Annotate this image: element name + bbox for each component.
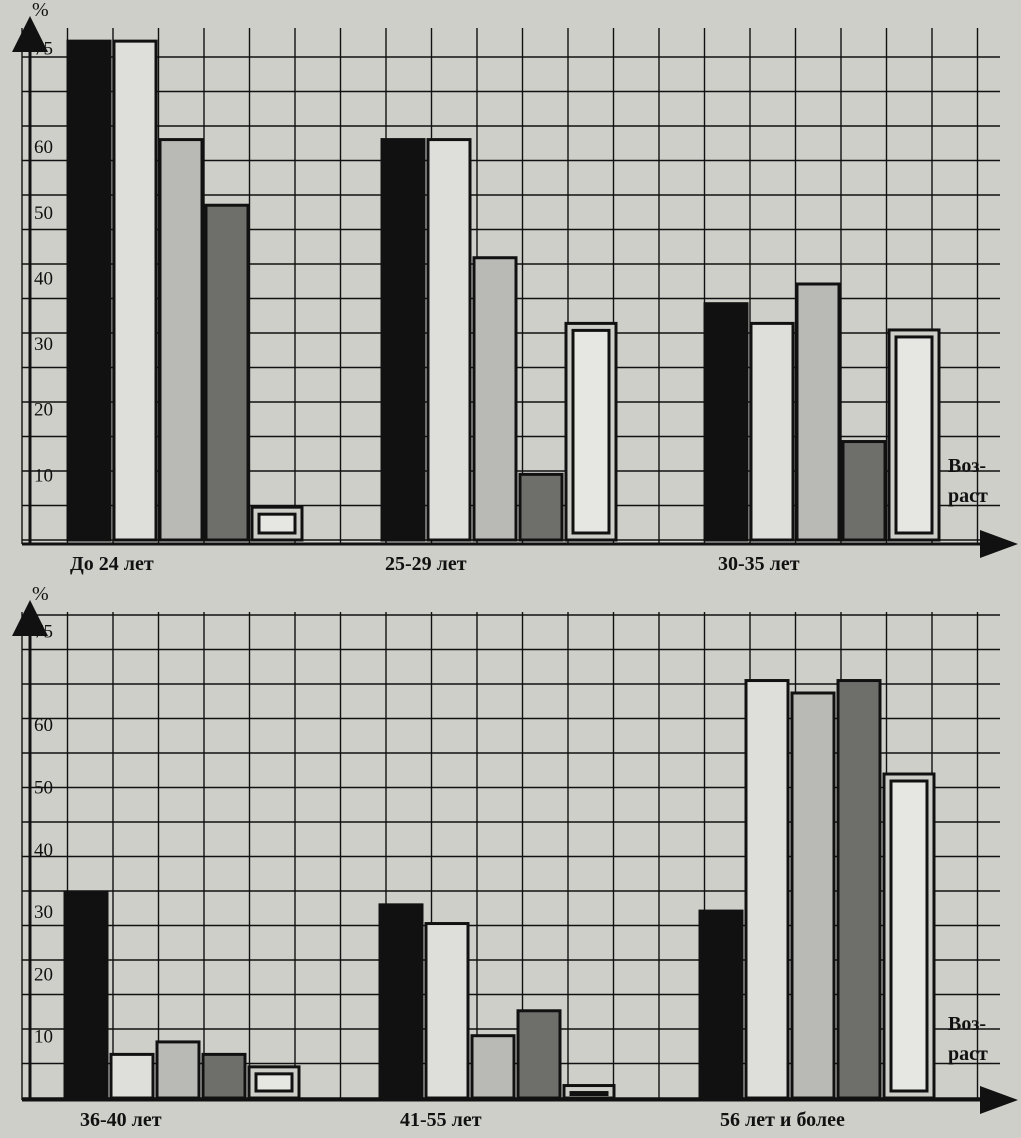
- bar-frame-inner: [254, 1072, 294, 1093]
- y-tick-label: 75: [34, 39, 53, 60]
- y-tick-label: 60: [34, 715, 53, 736]
- chart-panel-2: % 10 20 30 40 50 60 75 Воз-раст 36-40 лет 41-55 ле…: [12, 583, 1018, 1131]
- bar: [841, 440, 887, 542]
- bar: [836, 679, 882, 1100]
- y-tick-label: 40: [34, 268, 53, 289]
- y-tick-label: 10: [34, 1027, 53, 1048]
- bar: [109, 1052, 155, 1100]
- bar: [564, 321, 618, 542]
- y-tick-label: 20: [34, 964, 53, 985]
- bar: [698, 909, 744, 1100]
- y-tick-label: 75: [34, 622, 53, 643]
- bar: [516, 1009, 562, 1100]
- y-tick-label: 10: [34, 465, 53, 486]
- bar: [703, 302, 749, 542]
- x-axis-arrow: [980, 530, 1018, 558]
- bar: [426, 138, 472, 542]
- y-tick-label: 50: [34, 777, 53, 798]
- y-tick-label: 20: [34, 400, 53, 421]
- bar: [63, 890, 109, 1100]
- bar: [749, 321, 795, 542]
- bar: [158, 138, 204, 542]
- y-axis-label: %: [32, 0, 49, 21]
- bar-frame-inner: [569, 1091, 609, 1097]
- bar-frame-inner: [894, 335, 934, 535]
- bar: [744, 679, 790, 1100]
- y-tick-label: 50: [34, 203, 53, 224]
- x-axis-label: Воз-: [948, 1013, 986, 1035]
- bar: [378, 903, 424, 1100]
- bar: [887, 328, 941, 542]
- y-tick-label: 30: [34, 902, 53, 923]
- bar: [204, 203, 250, 542]
- y-axis-arrow: [12, 16, 48, 52]
- bar-frame-inner: [257, 512, 297, 535]
- bar: [247, 1065, 301, 1100]
- bar: [424, 922, 470, 1100]
- y-axis-label: %: [32, 583, 49, 605]
- bar: [66, 39, 112, 542]
- chart-panel-1: % 10 20 30 40 50 60 75 Воз-раст До 24 лет 25-29 ле…: [12, 0, 1018, 575]
- bar: [790, 691, 836, 1100]
- bar: [472, 256, 518, 542]
- x-tick-label: 30-35 лет: [718, 553, 800, 575]
- x-axis-label: раст: [948, 1043, 988, 1065]
- x-tick-label: До 24 лет: [70, 553, 154, 575]
- bar-frame-inner: [889, 779, 929, 1093]
- y-tick-label: 30: [34, 334, 53, 355]
- y-axis-arrow: [12, 600, 48, 636]
- bar: [470, 1034, 516, 1100]
- x-axis-label: Воз-: [948, 455, 986, 477]
- x-tick-label: 36-40 лет: [80, 1109, 162, 1131]
- y-tick-label: 60: [34, 137, 53, 158]
- bar: [250, 505, 304, 542]
- x-tick-label: 41-55 лет: [400, 1109, 482, 1131]
- bar: [201, 1052, 247, 1100]
- y-tick-label: 40: [34, 840, 53, 861]
- x-tick-label: 56 лет и более: [720, 1109, 845, 1131]
- bar: [155, 1040, 201, 1100]
- bar: [882, 772, 936, 1100]
- x-tick-label: 25-29 лет: [385, 553, 467, 575]
- bar: [518, 472, 564, 542]
- bar: [795, 282, 841, 542]
- x-axis-label: раст: [948, 485, 988, 507]
- bar: [562, 1084, 616, 1100]
- bar: [380, 138, 426, 542]
- x-axis-arrow: [980, 1086, 1018, 1114]
- bar: [112, 39, 158, 542]
- bar-frame-inner: [571, 328, 611, 535]
